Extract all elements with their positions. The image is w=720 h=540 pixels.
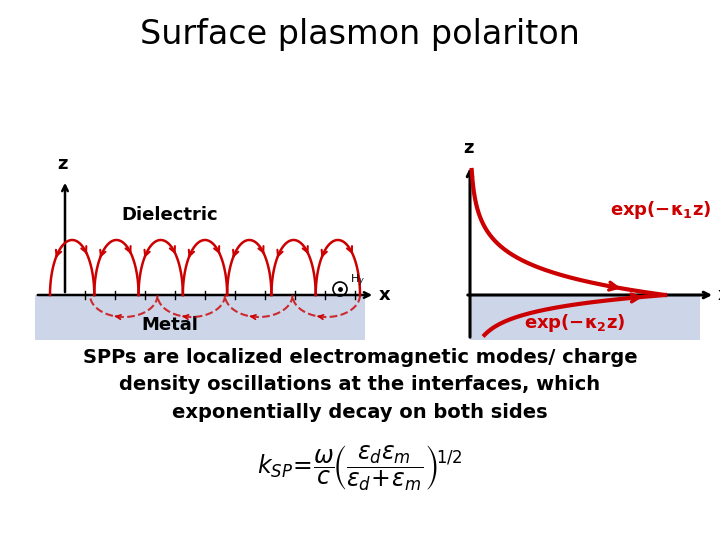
Text: x: x [379, 286, 391, 304]
Text: $k_{SP}\!=\!\dfrac{\omega}{c}\!\left(\dfrac{\varepsilon_d\varepsilon_m}{\varepsi: $k_{SP}\!=\!\dfrac{\omega}{c}\!\left(\df… [257, 443, 463, 493]
Text: Metal: Metal [142, 316, 199, 334]
Text: Surface plasmon polariton: Surface plasmon polariton [140, 18, 580, 51]
Text: $\mathbf{exp(-\kappa_1 z)}$: $\mathbf{exp(-\kappa_1 z)}$ [610, 199, 711, 221]
Text: H$_y$: H$_y$ [350, 272, 365, 289]
Bar [470, 295, 700, 340]
Text: SPPs are localized electromagnetic modes/ charge
density oscillations at the int: SPPs are localized electromagnetic modes… [83, 348, 637, 422]
Text: $\mathbf{exp(-\kappa_2 z)}$: $\mathbf{exp(-\kappa_2 z)}$ [524, 312, 626, 334]
Text: z: z [463, 139, 473, 157]
Text: Dielectric: Dielectric [122, 206, 218, 224]
Bar [35, 295, 365, 340]
Text: z: z [58, 155, 68, 173]
Text: x: x [718, 286, 720, 304]
